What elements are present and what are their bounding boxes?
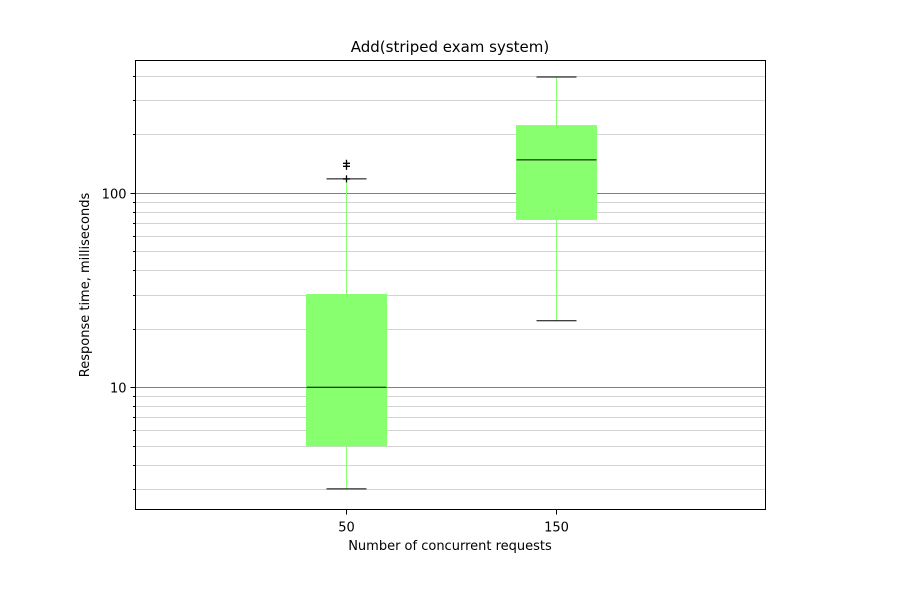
box-group-150 — [516, 76, 597, 322]
grid-layer — [135, 76, 766, 490]
chart-title: Add(striped exam system) — [351, 38, 549, 56]
box — [516, 125, 597, 220]
box — [306, 294, 387, 447]
y-tick-label: 10 — [110, 382, 127, 397]
x-tick-label: 50 — [338, 521, 355, 536]
x-axis-label: Number of concurrent requests — [348, 539, 552, 554]
outlier-marker — [343, 159, 350, 167]
box-layer — [306, 76, 597, 490]
plot-frame — [135, 60, 766, 510]
outlier-marker — [343, 175, 350, 183]
x-tick-label: 150 — [544, 521, 569, 536]
tick-layer: 10 100 50 150 — [102, 76, 569, 536]
y-axis-label: Response time, milliseconds — [78, 193, 93, 378]
y-tick-label: 100 — [102, 188, 127, 203]
box-group-50 — [306, 159, 387, 490]
